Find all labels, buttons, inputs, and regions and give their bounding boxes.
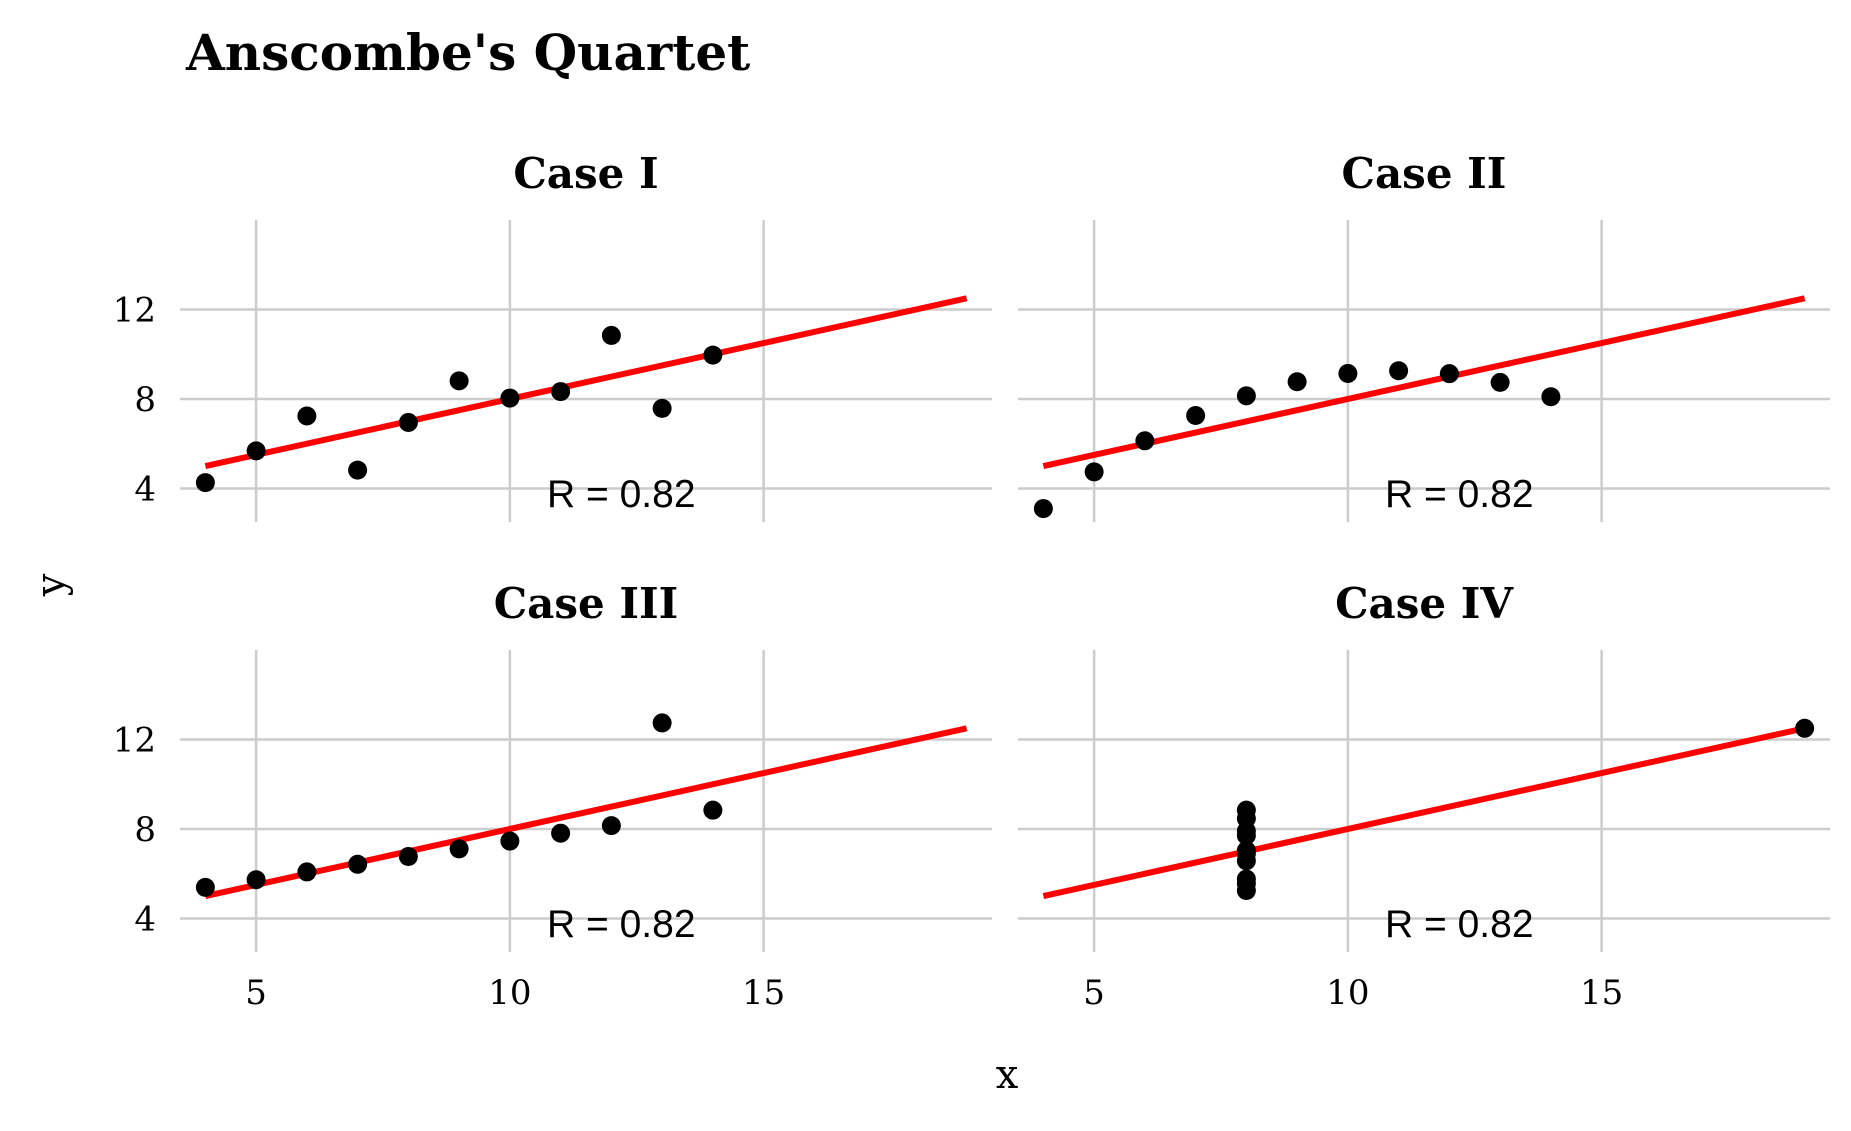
- data-point: [500, 388, 520, 408]
- data-point: [246, 441, 266, 461]
- chart-title: Anscombe's Quartet: [185, 23, 750, 82]
- panel-case-iv: Case IV 5 10 15 R = 0.82: [1018, 579, 1830, 1013]
- x-tick-label: 15: [1580, 973, 1623, 1013]
- y-tick-label: 12: [113, 290, 156, 330]
- data-point: [1439, 364, 1459, 384]
- y-tick-label: 8: [134, 810, 156, 850]
- x-tick-label: 10: [1326, 973, 1369, 1013]
- y-tick-label: 12: [113, 720, 156, 760]
- panel-case-i: Case I 4 8 12 R = 0.82: [113, 149, 992, 522]
- data-point: [297, 862, 317, 882]
- data-point: [1236, 844, 1256, 864]
- regression-line: [1042, 295, 1806, 470]
- data-point: [551, 823, 571, 843]
- panel-case-iii: Case III 4 8 12 5 10 15 R = 0.82: [113, 579, 992, 1013]
- correlation-annotation: R = 0.82: [547, 903, 696, 946]
- data-point: [297, 406, 317, 426]
- regression-line: [1042, 725, 1806, 900]
- data-point: [348, 460, 368, 480]
- data-point: [1795, 718, 1815, 738]
- x-tick-label: 5: [1083, 973, 1105, 1013]
- x-tick-label: 10: [488, 973, 531, 1013]
- data-point: [1236, 386, 1256, 406]
- panel-title: Case III: [494, 579, 679, 628]
- correlation-annotation: R = 0.82: [1385, 473, 1534, 516]
- data-point: [1033, 499, 1053, 519]
- data-point: [195, 473, 215, 493]
- x-tick-label: 15: [742, 973, 785, 1013]
- data-point: [1541, 387, 1561, 407]
- data-point: [1490, 372, 1510, 392]
- y-tick-label: 8: [134, 380, 156, 420]
- data-point: [601, 816, 621, 836]
- x-tick-label: 5: [245, 973, 267, 1013]
- panel-title: Case II: [1342, 149, 1507, 198]
- panel-case-ii: Case II R = 0.82: [1018, 149, 1830, 522]
- correlation-annotation: R = 0.82: [547, 473, 696, 516]
- data-point: [449, 839, 469, 859]
- data-point: [246, 870, 266, 890]
- y-axis-title: y: [28, 573, 74, 597]
- data-point: [1135, 431, 1155, 451]
- data-point: [195, 877, 215, 897]
- regression-line: [204, 725, 968, 900]
- data-point: [652, 713, 672, 733]
- data-point: [551, 382, 571, 402]
- data-point: [1287, 372, 1307, 392]
- data-point: [703, 800, 723, 820]
- data-point: [652, 398, 672, 418]
- regression-line: [204, 295, 968, 470]
- data-point: [1338, 363, 1358, 383]
- panel-title: Case IV: [1335, 579, 1514, 628]
- y-tick-label: 4: [134, 899, 156, 939]
- data-point: [1236, 821, 1256, 841]
- data-point: [1084, 462, 1104, 482]
- data-point: [449, 371, 469, 391]
- data-point: [703, 345, 723, 365]
- panel-title: Case I: [513, 149, 658, 198]
- data-point: [1186, 406, 1206, 426]
- y-tick-label: 4: [134, 469, 156, 509]
- data-point: [1389, 361, 1409, 381]
- data-point: [398, 846, 418, 866]
- data-point: [348, 854, 368, 874]
- data-point: [500, 831, 520, 851]
- data-point: [398, 412, 418, 432]
- correlation-annotation: R = 0.82: [1385, 903, 1534, 946]
- data-point: [1236, 874, 1256, 894]
- data-point: [601, 325, 621, 345]
- x-axis-title: x: [996, 1052, 1019, 1098]
